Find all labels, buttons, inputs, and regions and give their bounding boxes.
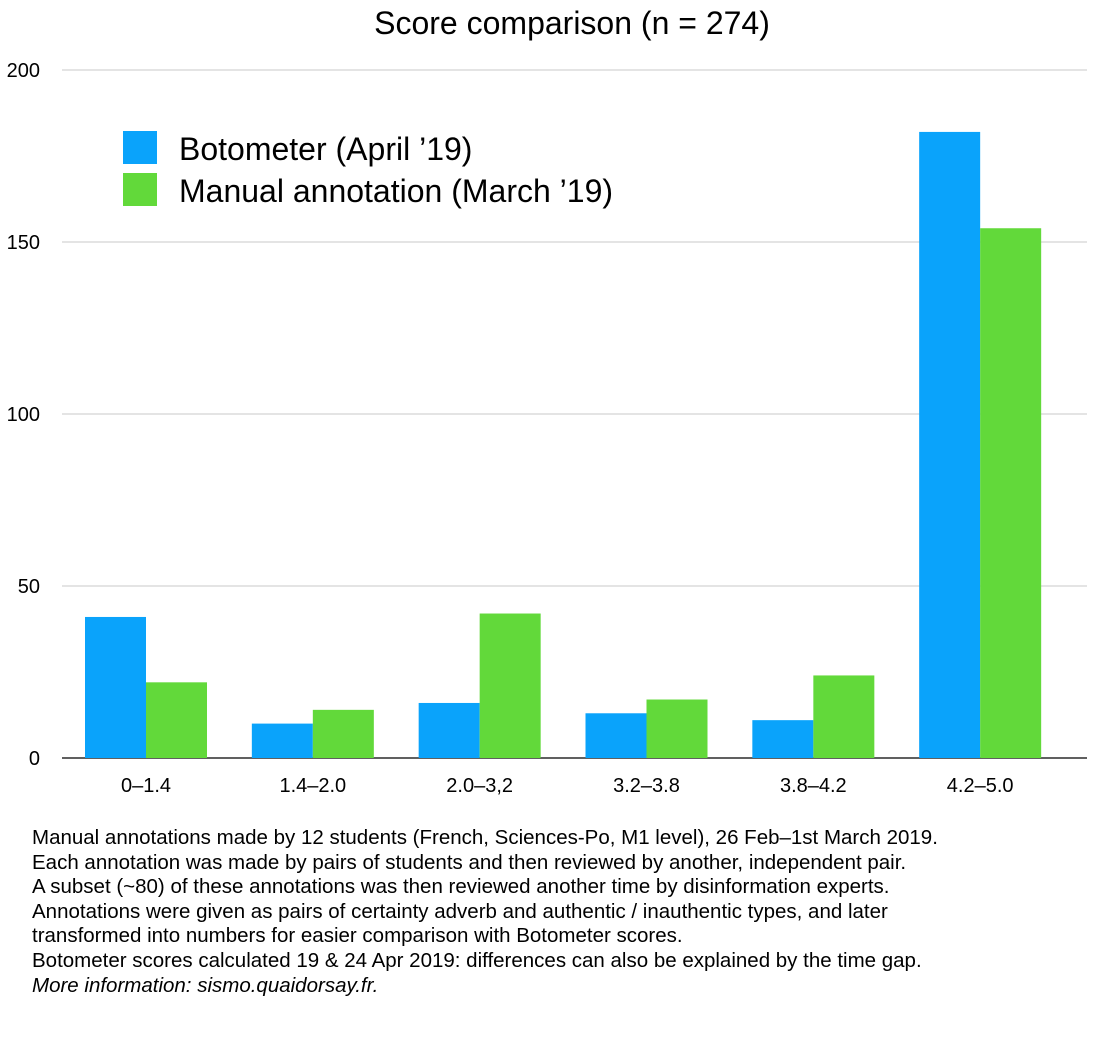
y-tick-label: 100 bbox=[7, 404, 40, 426]
bar-manual-annotation bbox=[312, 709, 374, 758]
footnote-line: transformed into numbers for easier comp… bbox=[32, 924, 683, 948]
more-information-link: More information: sismo.quaidorsay.fr. bbox=[32, 973, 379, 997]
bar-manual-annotation bbox=[813, 675, 875, 758]
bar-botometer bbox=[418, 702, 480, 758]
footnote: Manual annotations made by 12 students (… bbox=[32, 826, 1100, 998]
x-tick-label: 0–1.4 bbox=[121, 775, 171, 797]
bar-botometer bbox=[919, 131, 981, 759]
x-tick-label: 1.4–2.0 bbox=[279, 775, 346, 797]
y-tick-label: 200 bbox=[7, 60, 40, 82]
y-tick-label: 0 bbox=[29, 748, 40, 770]
legend-label: Manual annotation (March ’19) bbox=[179, 173, 613, 209]
bar-botometer bbox=[85, 616, 146, 758]
legend-swatch bbox=[123, 131, 157, 164]
bar-manual-annotation bbox=[146, 682, 207, 758]
bar-chart: Score comparison (n = 274) 050100150200 … bbox=[7, 5, 1087, 797]
bar-manual-annotation bbox=[980, 228, 1042, 759]
footnote-line: Manual annotations made by 12 students (… bbox=[32, 826, 938, 849]
x-tick-label: 3.8–4.2 bbox=[780, 775, 847, 797]
chart-title: Score comparison (n = 274) bbox=[374, 5, 770, 41]
bar-manual-annotation bbox=[479, 613, 541, 758]
y-tick-label: 50 bbox=[18, 576, 40, 598]
legend-swatch bbox=[123, 173, 157, 206]
x-tick-label: 3.2–3.8 bbox=[613, 775, 680, 797]
bar-botometer bbox=[251, 723, 313, 758]
footnote-line: A subset (~80) of these annotations was … bbox=[32, 875, 890, 899]
footnote-line: Botometer scores calculated 19 & 24 Apr … bbox=[32, 948, 922, 972]
x-tick-label: 4.2–5.0 bbox=[947, 775, 1014, 797]
bar-botometer bbox=[585, 713, 647, 758]
bar-manual-annotation bbox=[646, 699, 708, 758]
footnote-line: Each annotation was made by pairs of stu… bbox=[32, 850, 907, 874]
bar-botometer bbox=[752, 720, 814, 758]
footnote-line: Annotations were given as pairs of certa… bbox=[32, 899, 888, 923]
y-tick-label: 150 bbox=[7, 232, 40, 254]
legend-label: Botometer (April ’19) bbox=[179, 131, 472, 167]
x-tick-label: 2.0–3,2 bbox=[446, 775, 513, 797]
